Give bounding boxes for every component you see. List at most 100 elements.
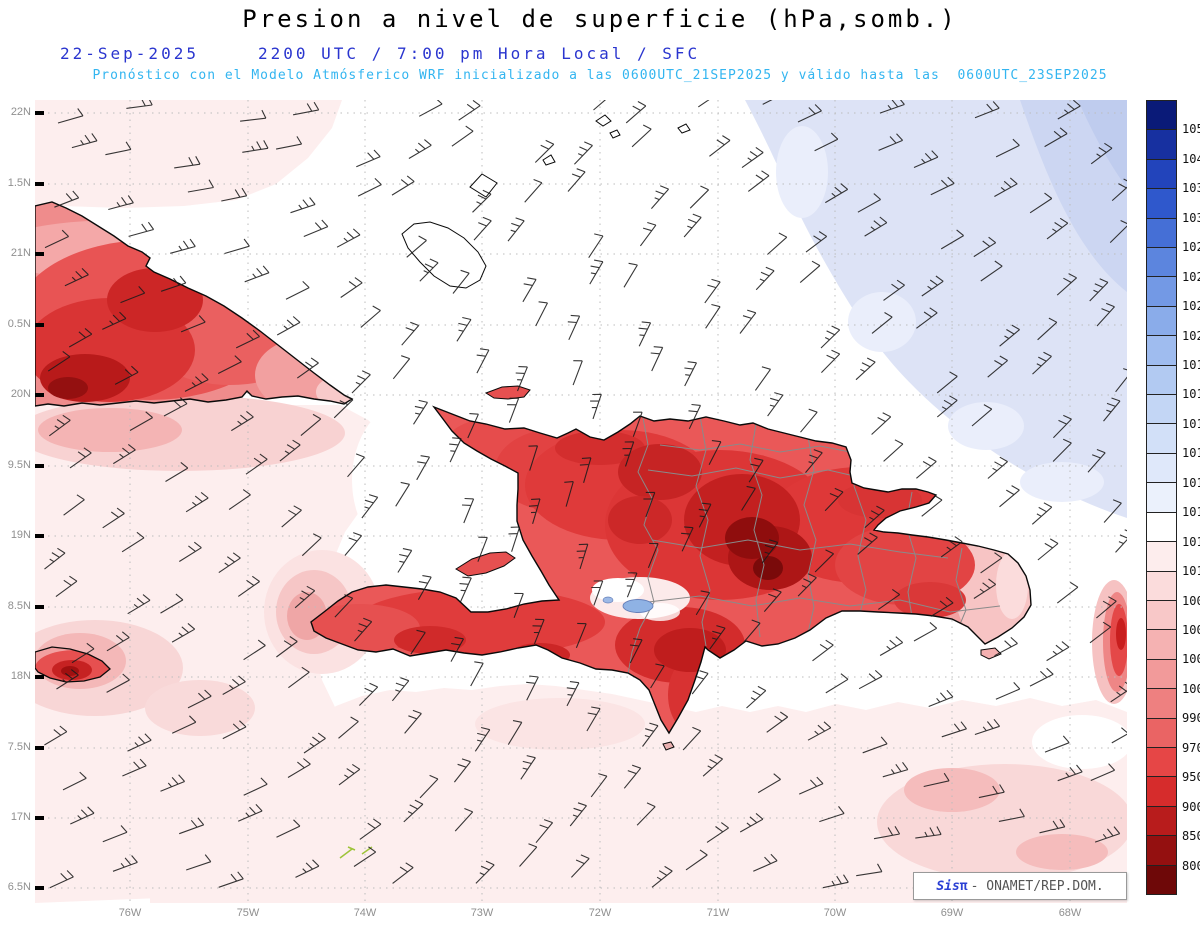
lat-tick: [35, 323, 44, 327]
credit-box: Sis π - ONAMET/REP.DOM.: [913, 872, 1127, 900]
wind-barb: [684, 361, 697, 387]
wind-barb: [797, 104, 822, 123]
pressure-shade-blob: [776, 126, 828, 218]
wind-barb: [1111, 727, 1127, 744]
wind-barb: [593, 100, 607, 111]
small-lake: [602, 596, 614, 604]
wind-barb: [507, 397, 520, 423]
wind-barb: [303, 219, 329, 238]
wind-barb: [186, 854, 212, 871]
wind-barb: [102, 507, 125, 529]
wind-barb: [392, 355, 411, 380]
wind-barb: [416, 455, 430, 481]
wind-barb: [747, 170, 770, 192]
path-shape: [35, 100, 342, 211]
polyline-shape: [659, 443, 851, 453]
wind-barb: [689, 185, 709, 209]
credit-text: - ONAMET/REP.DOM.: [970, 878, 1104, 894]
wind-barb: [187, 179, 214, 193]
wind-barb: [799, 260, 821, 284]
lat-tick: [35, 111, 44, 115]
wind-barb: [763, 588, 782, 612]
wind-barb: [623, 262, 638, 288]
colorbar-segment: [1147, 276, 1176, 306]
wind-barb: [564, 481, 574, 507]
wind-barb: [995, 682, 1021, 700]
wind-barb: [683, 213, 702, 238]
wind-barb: [1037, 538, 1059, 561]
wind-barb: [936, 395, 958, 418]
pressure-shade-blob: [948, 402, 1024, 450]
wind-barb: [930, 176, 955, 196]
wind-barb: [871, 412, 892, 435]
wind-barb: [822, 874, 849, 889]
wind-barb: [755, 266, 775, 291]
colorbar-segment: [1147, 570, 1176, 600]
colorbar-label: 1006: [1182, 623, 1200, 637]
colorbar-label: 1050: [1182, 122, 1200, 137]
wind-barb: [449, 437, 462, 463]
wind-barb: [1032, 351, 1052, 375]
wind-barb: [857, 532, 878, 555]
polyline-shape: [627, 417, 659, 675]
wind-barb: [44, 547, 66, 570]
wind-barb: [873, 826, 901, 840]
colorbar-labels: 1050 1040 1038 1030 1028 1025 1022 1020 1019 1018…: [1182, 100, 1200, 895]
wind-barb: [217, 355, 242, 374]
wind-barb: [300, 413, 322, 437]
colorbar-segment: [1147, 188, 1176, 218]
wind-barb: [105, 141, 132, 156]
wind-barb: [1090, 142, 1113, 165]
wind-barb: [579, 457, 592, 483]
wind-barb: [187, 689, 212, 709]
wind-barb: [120, 286, 146, 304]
wind-barb: [526, 675, 539, 701]
colorbar-label: 990: [1182, 711, 1200, 726]
wind-barb: [347, 453, 365, 478]
colorbar-label: 1017: [1182, 416, 1200, 431]
wind-barb: [391, 175, 415, 196]
pressure-shade-blob: [608, 496, 672, 544]
lat-tick: [35, 816, 44, 820]
page-title: Presion a nivel de superficie (hPa,somb.…: [242, 5, 958, 33]
wind-barb: [231, 410, 254, 432]
colorbar-segment: [1147, 452, 1176, 483]
wind-barb: [820, 325, 841, 349]
wind-barb: [1103, 397, 1121, 422]
wind-barb: [513, 592, 524, 618]
wind-barb: [185, 491, 209, 513]
wind-barb: [359, 682, 379, 706]
colorbar-label: 1030: [1182, 210, 1200, 225]
pressure-shade-blob: [1116, 618, 1126, 650]
wind-barb: [336, 228, 361, 248]
wind-barb: [1029, 192, 1053, 214]
wind-barb: [160, 774, 186, 792]
colorbar-segment: [1147, 658, 1176, 689]
cay-1: [542, 154, 556, 166]
wind-barb: [858, 669, 883, 690]
wind-barb: [741, 485, 756, 511]
wind-barb: [179, 817, 205, 835]
wind-barb: [883, 279, 905, 301]
wind-barb: [160, 593, 184, 614]
colorbar-label: 800: [1182, 858, 1200, 873]
tortue-island: [484, 385, 531, 400]
wind-barb: [821, 349, 841, 373]
wind-barb: [879, 100, 905, 114]
wind-barb: [237, 575, 260, 597]
wind-barb: [68, 327, 93, 348]
wind-barb: [805, 449, 823, 473]
wind-barb: [883, 439, 904, 462]
wind-barb: [940, 229, 964, 250]
gonave-island: [455, 551, 516, 577]
wind-barb: [404, 709, 422, 734]
valid-time-line: 2200 UTC / 7:00 pm Hora Local / SFC: [258, 44, 701, 63]
pressure-shade-blob: [725, 517, 779, 559]
lat-tick: [35, 534, 44, 538]
colorbar-label: 970: [1182, 740, 1200, 755]
wind-barb: [165, 461, 189, 482]
colorbar-label: 1012: [1182, 534, 1200, 549]
wind-barb: [819, 806, 845, 823]
path-shape: [310, 405, 1032, 735]
colorbar-segment: [1147, 511, 1176, 542]
